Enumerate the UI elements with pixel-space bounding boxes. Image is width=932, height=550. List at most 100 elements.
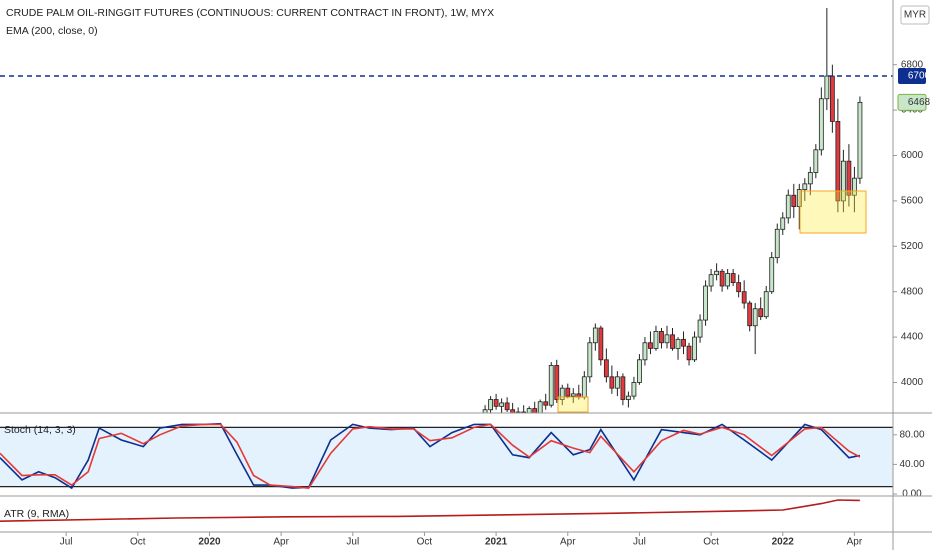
candle-body [659,331,664,344]
candle-body [703,285,708,321]
candle-body [499,402,505,407]
candle-body [559,387,565,400]
plot-layer: 4000440048005200560060006400680067006468… [0,7,931,548]
candle-body [780,217,786,230]
indicator-label: Stoch (14, 3, 3) [4,424,76,436]
pane [482,7,863,413]
price-label-box [898,68,926,85]
x-tick-label: Apr [560,537,576,548]
candle-body [725,273,731,287]
candle-body [714,270,720,276]
x-tick-label: Jul [60,537,73,548]
candle-body [774,228,780,259]
candle-body [807,172,813,185]
candle-body [581,376,587,398]
candle-body [846,160,852,196]
indicator-line [0,423,861,489]
highlight-box[interactable] [557,396,589,413]
candle-body [785,194,791,219]
candle-body [708,274,714,287]
candle-body [493,399,499,407]
last-price-box [897,93,927,111]
x-tick-label: Apr [273,537,289,548]
band-fill [0,427,893,487]
currency-badge[interactable] [900,5,930,25]
y-tick-label: 4800 [901,286,924,297]
y-tick-label: 40.00 [899,459,924,470]
candle-body [769,257,775,293]
x-tick-label: Jul [346,537,359,548]
highlight-box[interactable] [799,190,867,234]
candle-body [686,345,692,361]
candle-body [548,365,554,406]
candle-body [543,401,549,406]
pane [0,422,893,490]
candle-body [741,291,747,304]
candle-body [510,409,516,413]
candle-body [648,342,653,349]
candle-body [747,302,753,327]
candle-body [620,376,626,400]
x-tick-label: 2021 [485,537,508,548]
candle-body [758,308,764,318]
candle-body [675,338,681,349]
y-tick-label: 5600 [901,196,924,207]
candle-body [824,75,830,100]
candle-body [840,160,846,202]
candle-body [570,393,576,397]
x-tick-label: 2020 [198,537,221,548]
candle-body [818,98,824,151]
candle-body [681,338,686,347]
candle-body [603,359,609,378]
pane [0,499,860,522]
candle-body [504,402,510,411]
candle-body [763,291,769,318]
candle-body [813,149,819,173]
candle-body [565,387,571,397]
candle-body [719,270,725,287]
candle-body [829,75,835,122]
candle-body [730,273,736,284]
candle-body [598,327,604,361]
candle-body [670,334,675,349]
candle-body [554,365,560,400]
candle-body [802,183,808,190]
candle-body [587,342,593,378]
y-tick-label: 5200 [901,241,924,252]
price-label: 6700 [908,71,931,82]
candle-body [796,189,802,207]
x-tick-label: Apr [847,537,863,548]
y-tick-label: 6000 [901,150,924,161]
candle-body [532,408,538,413]
candle-body [791,194,797,207]
indicator-line [0,499,860,522]
x-tick-label: Jul [633,537,646,548]
candle-body [697,319,703,338]
indicator-label: EMA (200, close, 0) [6,25,98,37]
candle-body [835,121,841,202]
y-tick-label: 80.00 [899,429,924,440]
indicator-label: ATR (9, RMA) [4,508,69,520]
candle-body [592,327,598,344]
candle-body [857,101,863,179]
candle-body [692,336,697,361]
candle-body [626,395,631,400]
y-tick-label: 4400 [901,332,924,343]
candle-body [642,342,648,361]
x-tick-label: Oct [703,537,719,548]
candle-body [736,282,742,293]
y-tick-label: 6800 [901,59,924,70]
y-tick-label: 4000 [901,377,924,388]
candle-body [614,376,620,389]
x-tick-label: Oct [130,537,146,548]
candle-body [537,401,543,413]
candle-body [752,308,758,327]
candle-body [488,399,493,411]
candle-body [664,334,670,344]
chart-title: CRUDE PALM OIL-RINGGIT FUTURES (CONTINUO… [6,7,494,19]
x-tick-label: 2022 [772,537,795,548]
candle-body [653,331,659,349]
candle-body [637,359,642,383]
y-tick-label: 0.00 [902,489,922,500]
